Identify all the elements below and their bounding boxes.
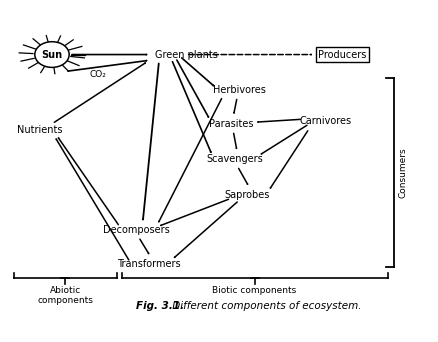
Text: Green plants: Green plants	[155, 50, 218, 60]
Text: Producers: Producers	[318, 50, 367, 60]
Text: Decomposers: Decomposers	[103, 225, 170, 235]
Text: Parasites: Parasites	[209, 119, 253, 129]
Text: Different components of ecosystem.: Different components of ecosystem.	[170, 301, 362, 311]
Text: Sun: Sun	[42, 50, 63, 60]
Text: Biotic components: Biotic components	[212, 286, 297, 295]
Text: Saprobes: Saprobes	[225, 189, 270, 200]
Text: Transformers: Transformers	[117, 259, 180, 269]
Text: Carnivores: Carnivores	[300, 116, 352, 126]
Text: Fig. 3.1.: Fig. 3.1.	[136, 301, 184, 311]
Text: Abiotic
components: Abiotic components	[37, 286, 93, 305]
Text: Nutrients: Nutrients	[17, 125, 62, 135]
Text: CO₂: CO₂	[89, 70, 106, 79]
Text: Scavengers: Scavengers	[207, 154, 264, 164]
Circle shape	[35, 42, 69, 67]
Text: Herbivores: Herbivores	[213, 85, 266, 95]
Text: Consumers: Consumers	[399, 147, 408, 198]
